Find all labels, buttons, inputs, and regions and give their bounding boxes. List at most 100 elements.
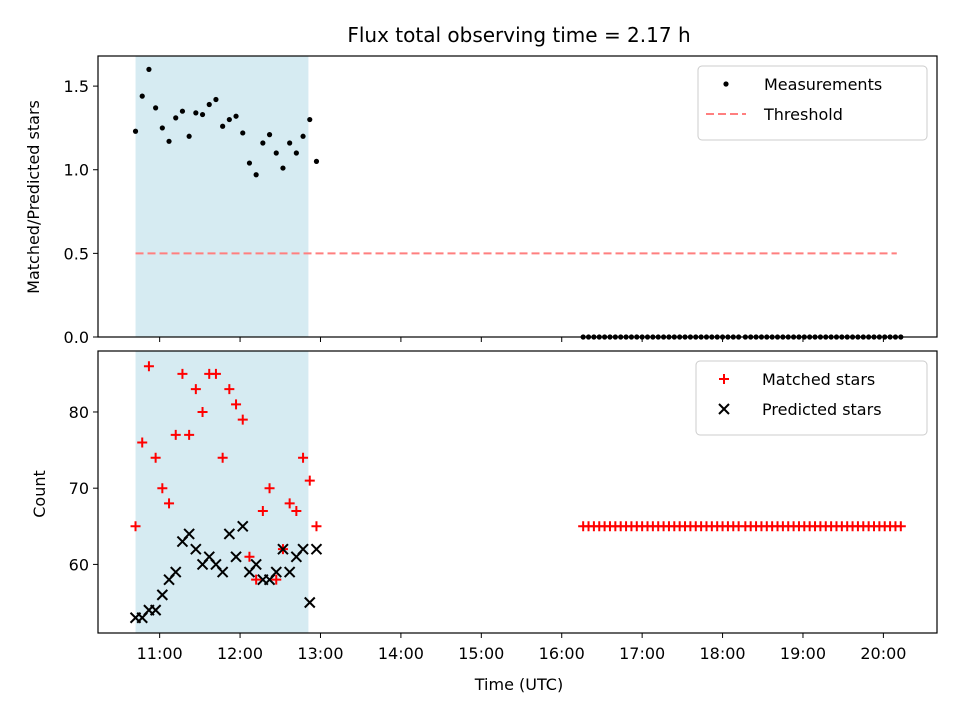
predicted-star-point — [190, 543, 202, 555]
y-tick-label: 0.0 — [64, 328, 89, 347]
y-tick-label: 70 — [69, 479, 89, 498]
matched-star-point — [190, 384, 201, 395]
matched-star-point — [251, 574, 262, 585]
y-tick-label: 0.5 — [64, 244, 89, 263]
predicted-star-point — [277, 543, 289, 555]
y-tick-label: 1.0 — [64, 161, 89, 180]
legend: Measurements Threshold — [697, 65, 928, 141]
predicted-star-point — [297, 543, 309, 555]
measurement-point — [246, 160, 253, 166]
bottom-panel: 60 70 80 11:00 12:00 13:00 14:00 15:00 16:00 17:0… — [69, 350, 938, 663]
measurement-point — [287, 140, 293, 146]
x-tick-label: 18:00 — [700, 644, 746, 663]
y-tick-label: 80 — [69, 403, 89, 422]
measurement-point — [166, 138, 172, 144]
measurement-point — [266, 132, 273, 138]
top-y-axis-label: Matched/Predicted stars — [24, 100, 43, 294]
axes-frame — [97, 350, 938, 634]
predicted-star-point — [216, 566, 229, 578]
axes-frame — [97, 55, 938, 338]
measurement-point — [313, 158, 320, 164]
measurement-point — [159, 125, 165, 131]
x-tick-label: 12:00 — [217, 644, 263, 663]
measurement-point — [220, 123, 226, 129]
measurement-point — [300, 133, 306, 139]
predicted-star-point — [170, 566, 182, 578]
x-axis-label: Time (UTC) — [474, 675, 563, 694]
matched-star-point — [304, 475, 315, 486]
measurement-point — [173, 115, 179, 121]
matched-star-point — [895, 521, 906, 532]
measurement-point — [213, 96, 219, 103]
measurement-point — [233, 113, 239, 119]
x-tick-label: 14:00 — [378, 644, 424, 663]
matched-star-point — [197, 406, 208, 417]
matched-star-point — [244, 551, 255, 562]
matched-star-point — [217, 452, 228, 463]
measurement-point — [199, 111, 206, 118]
predicted-star-point — [718, 403, 730, 415]
x-tick-label: 13:00 — [297, 644, 343, 663]
predicted-star-point — [230, 551, 242, 563]
matched-star-point — [210, 368, 221, 379]
y-tick-label: 60 — [69, 555, 89, 574]
matched-star-point — [284, 498, 295, 509]
matched-star-point — [237, 414, 248, 425]
legend-label: Measurements — [764, 75, 882, 94]
measurement-point — [206, 101, 212, 108]
matched-star-point — [291, 506, 302, 517]
measurement-point — [307, 116, 313, 123]
measurement-point — [193, 110, 199, 116]
measurement-point — [293, 150, 299, 156]
legend-label: Matched stars — [762, 370, 875, 389]
x-tick-label: 16:00 — [539, 644, 585, 663]
measurement-point — [240, 130, 246, 136]
measurement-point — [139, 93, 145, 99]
measurement-point — [179, 108, 186, 114]
matched-star-point — [257, 506, 268, 517]
predicted-star-point — [149, 604, 162, 616]
measurement-point — [132, 128, 139, 134]
matched-star-point — [157, 483, 168, 494]
legend: Matched stars Predicted stars — [695, 360, 928, 436]
predicted-star-point — [283, 566, 296, 578]
predicted-star-point — [223, 528, 236, 540]
predicted-star-point — [310, 543, 323, 555]
matched-star-point — [130, 521, 141, 532]
chart-title: Flux total observing time = 2.17 h — [347, 23, 690, 47]
measurement-point — [723, 81, 729, 87]
shaded-observing-interval — [135, 56, 309, 337]
matched-star-point — [150, 452, 161, 463]
predicted-star-point — [156, 589, 169, 601]
matched-star-point — [231, 399, 242, 410]
matched-star-point — [177, 368, 188, 379]
measurement-point — [153, 105, 159, 111]
legend-box — [695, 360, 928, 436]
predicted-star-point — [304, 596, 316, 609]
matched-star-point — [164, 498, 175, 509]
x-tick-label: 17:00 — [619, 644, 665, 663]
matched-star-point — [137, 437, 148, 448]
legend-box — [697, 65, 928, 141]
measurement-point — [186, 133, 192, 139]
shaded-observing-interval — [135, 351, 309, 633]
matched-star-point — [264, 483, 275, 494]
predicted-star-point — [237, 520, 249, 533]
matched-star-point — [170, 429, 181, 440]
predicted-star-point — [270, 566, 282, 578]
matched-star-point — [271, 574, 282, 585]
matched-star-point — [143, 361, 154, 372]
measurement-point — [253, 172, 259, 178]
y-tick-label: 1.5 — [64, 77, 89, 96]
matched-star-point — [298, 452, 309, 463]
matched-star-point — [719, 374, 729, 384]
measurement-point — [280, 165, 286, 171]
top-panel: 0.0 0.5 1.0 1.5 Measurements Threshold — [64, 55, 938, 347]
matched-star-point — [224, 384, 235, 395]
x-tick-label: 15:00 — [458, 644, 504, 663]
legend-label: Predicted stars — [762, 400, 882, 419]
matched-star-point — [184, 429, 195, 440]
matched-star-point — [311, 521, 322, 532]
measurement-point — [146, 66, 152, 72]
